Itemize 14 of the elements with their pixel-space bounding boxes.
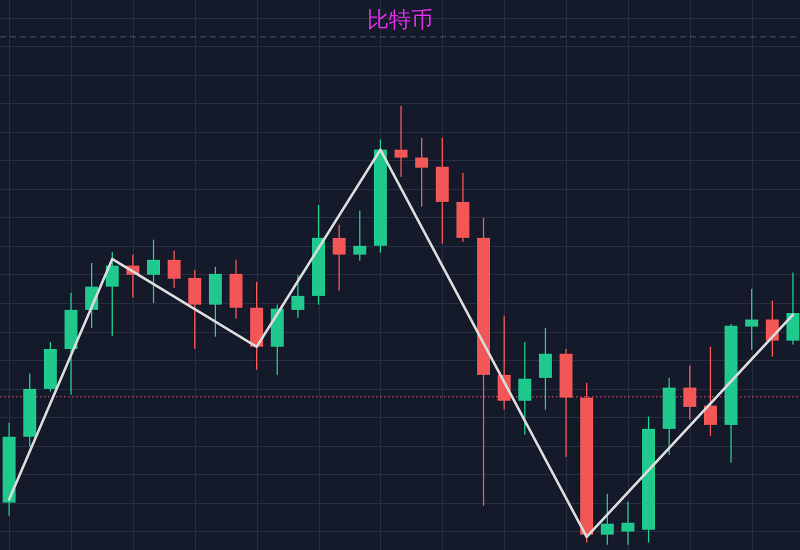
- candlestick: [621, 501, 634, 546]
- candlestick: [353, 210, 366, 262]
- candlestick: [704, 346, 717, 437]
- candlestick: [745, 288, 758, 350]
- candlestick: [394, 105, 408, 178]
- candlestick: [683, 364, 696, 420]
- candlestick: [147, 239, 160, 304]
- candlestick: [291, 274, 304, 318]
- candlestick: [415, 137, 428, 208]
- candlestick: [332, 224, 346, 292]
- chart-title: 比特币: [367, 8, 433, 33]
- candlestick: [518, 341, 532, 436]
- candlestick: [168, 250, 181, 289]
- candlestick: [600, 493, 614, 546]
